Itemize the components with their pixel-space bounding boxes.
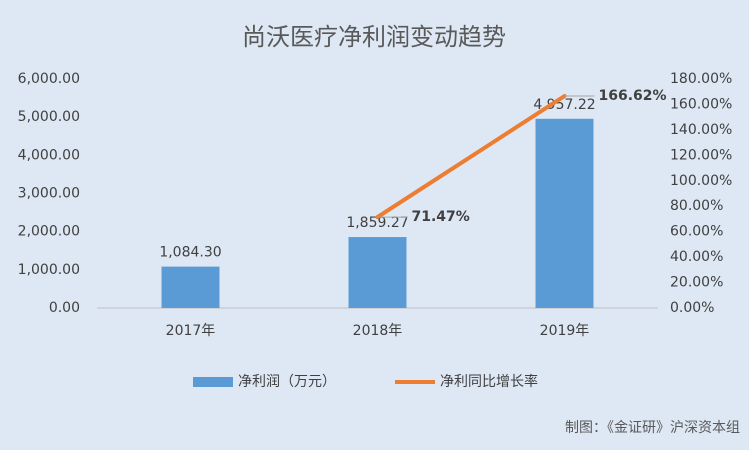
- chart-title: 尚沃医疗净利润变动趋势: [242, 23, 506, 51]
- y-tick-label: 1,000.00: [18, 262, 80, 278]
- y2-tick-label: 100.00%: [670, 173, 732, 189]
- value-label: 71.47%: [412, 209, 470, 225]
- y-tick-label: 6,000.00: [18, 71, 80, 87]
- y2-tick-label: 60.00%: [670, 224, 723, 240]
- y2-tick-label: 120.00%: [670, 147, 732, 163]
- y-tick-label: 4,000.00: [18, 147, 80, 163]
- legend-swatch: [193, 377, 233, 387]
- value-label: 166.62%: [599, 88, 667, 104]
- y-tick-label: 5,000.00: [18, 109, 80, 125]
- y-tick-label: 0.00: [49, 300, 80, 316]
- y2-tick-label: 140.00%: [670, 122, 732, 138]
- value-label: 1,084.30: [159, 245, 221, 261]
- y2-tick-label: 0.00%: [670, 300, 714, 316]
- line: [375, 94, 567, 220]
- source-note: 制图：《金证研》沪深资本组: [565, 420, 740, 436]
- y2-tick-label: 40.00%: [670, 249, 723, 265]
- bar: [161, 266, 220, 308]
- y-tick-label: 2,000.00: [18, 224, 80, 240]
- value-label: 4,957.22: [533, 97, 595, 113]
- x-tick-label: 2019年: [540, 323, 590, 339]
- y2-tick-label: 80.00%: [670, 198, 723, 214]
- y-tick-label: 3,000.00: [18, 186, 80, 202]
- bar: [535, 118, 594, 308]
- bar: [348, 237, 407, 308]
- x-tick-label: 2017年: [166, 323, 216, 339]
- y2-tick-label: 180.00%: [670, 71, 732, 87]
- x-tick-label: 2018年: [353, 323, 403, 339]
- y2-tick-label: 160.00%: [670, 96, 732, 112]
- legend-label: 净利润（万元）: [238, 374, 336, 390]
- y2-tick-label: 20.00%: [670, 275, 723, 291]
- legend-label: 净利同比增长率: [440, 373, 538, 390]
- value-label: 1,859.27: [346, 215, 408, 231]
